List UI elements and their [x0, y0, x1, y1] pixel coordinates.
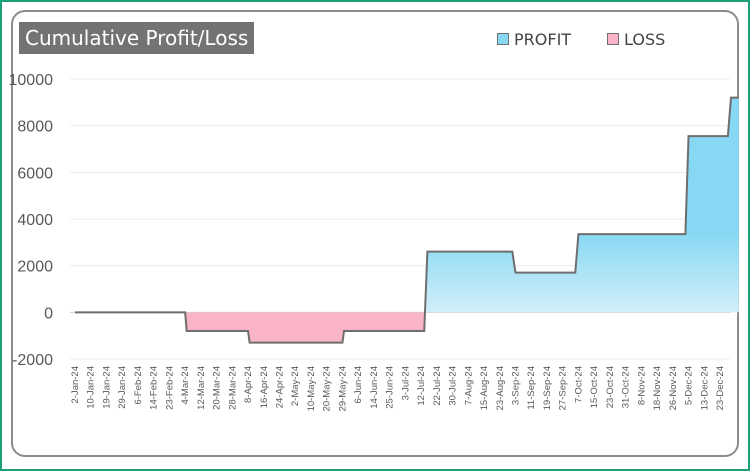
- x-tick-label: 13-Dec-24: [699, 366, 710, 410]
- x-tick-label: 15-Aug-24: [479, 366, 490, 410]
- x-tick-label: 3-Sep-24: [510, 366, 521, 405]
- x-tick-label: 28-Mar-24: [227, 366, 238, 410]
- x-tick-label: 12-Mar-24: [196, 366, 207, 410]
- x-tick-label: 27-Sep-24: [558, 366, 569, 410]
- x-tick-label: 20-May-24: [322, 366, 333, 411]
- x-tick-label: 8-Apr-24: [243, 366, 254, 403]
- x-tick-label: 14-Jun-24: [369, 366, 380, 409]
- x-tick-label: 2-Jan-24: [70, 366, 81, 404]
- x-tick-label: 22-Jul-24: [432, 366, 443, 406]
- y-tick-label: 4000: [17, 212, 53, 229]
- y-tick-label: 2000: [17, 259, 53, 276]
- x-tick-label: 4-Mar-24: [180, 366, 191, 405]
- x-tick-label: 12-Jul-24: [416, 366, 427, 406]
- loss-swatch: [607, 33, 619, 45]
- legend-profit-label: PROFIT: [514, 29, 572, 49]
- x-tick-label: 11-Sep-24: [526, 366, 537, 410]
- x-tick-label: 10-Jan-24: [86, 366, 97, 409]
- legend-profit: PROFIT: [497, 29, 571, 49]
- y-tick-label: 0: [44, 305, 53, 322]
- x-tick-label: 16-Apr-24: [259, 366, 270, 408]
- area-layer: [75, 96, 739, 344]
- profit-swatch: [497, 33, 509, 45]
- x-tick-label: 3-Jul-24: [400, 366, 411, 400]
- x-tick-label: 29-May-24: [337, 366, 348, 411]
- x-tick-label: 19-Sep-24: [542, 366, 553, 410]
- y-tick-label: 6000: [17, 165, 53, 182]
- x-tick-label: 23-Feb-24: [164, 366, 175, 410]
- x-tick-label: 30-Jul-24: [448, 366, 459, 406]
- x-tick-label: 2-May-24: [290, 366, 301, 406]
- x-tick-label: 26-Nov-24: [668, 366, 679, 410]
- y-tick-label: -2000: [12, 352, 53, 369]
- x-tick-label: 23-Dec-24: [715, 366, 726, 410]
- series-line: [75, 96, 739, 344]
- legend-loss: LOSS: [607, 29, 665, 49]
- x-tick-label: 23-Aug-24: [495, 366, 506, 410]
- x-tick-label: 6-Feb-24: [133, 366, 144, 405]
- x-tick-label: 7-Aug-24: [463, 366, 474, 405]
- x-axis-ticks: 2-Jan-24 10-Jan-24 19-Jan-24 29-Jan-24 6-Feb…: [70, 366, 726, 411]
- y-tick-label: 10000: [9, 72, 54, 89]
- x-tick-label: 31-Oct-24: [621, 366, 632, 408]
- profit-area: [75, 97, 739, 313]
- x-tick-label: 24-Apr-24: [275, 366, 286, 408]
- x-tick-label: 14-Feb-24: [149, 366, 160, 410]
- x-tick-label: 20-Mar-24: [212, 366, 223, 410]
- x-tick-label: 5-Dec-24: [684, 366, 695, 405]
- y-tick-label: 8000: [17, 119, 53, 136]
- x-tick-label: 15-Oct-24: [589, 366, 600, 408]
- x-tick-label: 29-Jan-24: [117, 366, 128, 409]
- x-tick-label: 23-Oct-24: [605, 366, 616, 408]
- x-tick-label: 7-Oct-24: [573, 366, 584, 403]
- x-tick-label: 6-Jun-24: [353, 366, 364, 404]
- x-tick-label: 25-Jun-24: [385, 366, 396, 409]
- chart-title: Cumulative Profit/Loss: [19, 22, 255, 54]
- legend-loss-label: LOSS: [624, 29, 666, 49]
- x-tick-label: 19-Jan-24: [101, 366, 112, 409]
- loss-area: [185, 312, 425, 343]
- x-tick-label: 10-May-24: [306, 366, 317, 411]
- x-tick-label: 18-Nov-24: [652, 366, 663, 410]
- y-axis-ticks: -2000 0 2000 4000 6000 8000 10000: [9, 72, 54, 369]
- x-tick-label: 8-Nov-24: [636, 366, 647, 405]
